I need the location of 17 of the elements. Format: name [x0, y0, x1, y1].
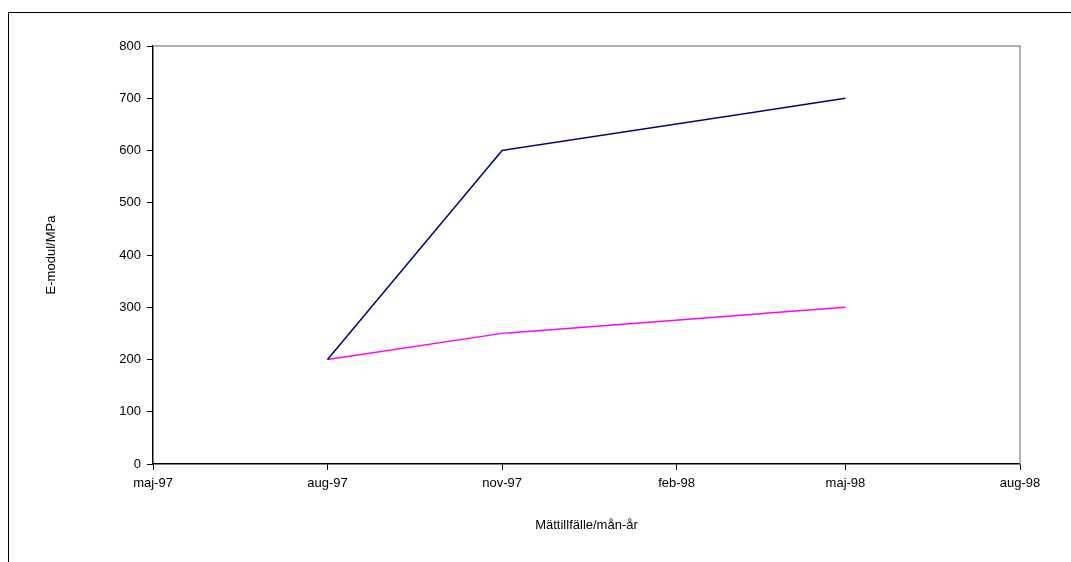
x-axis-title: Mättillfälle/mån-år	[535, 516, 639, 532]
y-tick-label: 200	[119, 351, 141, 367]
y-tick-label: 500	[119, 194, 141, 210]
y-tick-label: 100	[119, 403, 141, 419]
y-tick-label: 400	[119, 246, 141, 262]
x-tick-label: aug-98	[999, 475, 1041, 491]
y-tick-label: 700	[119, 89, 141, 105]
y-tick-label: 600	[119, 142, 141, 158]
x-tick-label: maj-97	[133, 475, 173, 491]
x-tick-label: aug-97	[307, 475, 348, 491]
y-axis-title: E-modul/MPa	[43, 214, 59, 295]
x-tick-label: nov-97	[482, 475, 522, 491]
y-tick-label: 300	[119, 298, 141, 314]
y-tick-label: 0	[133, 455, 141, 471]
x-tick-label: maj-98	[825, 475, 866, 491]
y-tick-label: 800	[119, 37, 141, 53]
x-tick-label: feb-98	[658, 475, 696, 491]
